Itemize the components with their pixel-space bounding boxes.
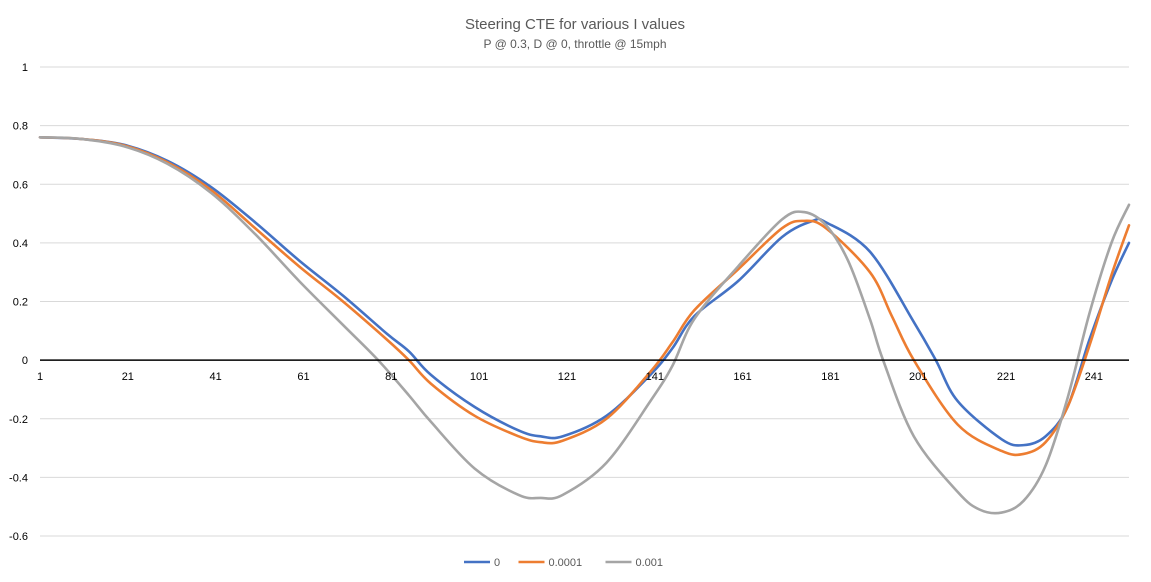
x-tick-label: 161	[733, 371, 751, 383]
y-tick-label: -0.2	[9, 414, 28, 426]
y-tick-label: -0.4	[9, 472, 28, 484]
y-tick-label: 0.4	[13, 238, 28, 250]
y-tick-label: 0.6	[13, 179, 28, 191]
grid-lines	[40, 66, 1129, 537]
series-line-1	[38, 136, 1131, 457]
x-tick-label: 221	[997, 371, 1015, 383]
x-axis-ticks: 1 21 41 61 81 101 121 141 161 181 201 221 241	[37, 371, 1103, 383]
x-tick-label: 41	[210, 371, 222, 383]
y-tick-label: 0	[22, 355, 28, 367]
x-tick-label: 141	[646, 371, 664, 383]
chart-title: Steering CTE for various I values	[465, 16, 685, 33]
legend-label-0: 0	[494, 557, 500, 569]
y-axis-ticks: 1 0.8 0.6 0.4 0.2 0 -0.2 -0.4 -0.6	[9, 62, 28, 543]
series-line-2	[38, 136, 1131, 515]
x-tick-label: 1	[37, 371, 43, 383]
y-tick-label: 1	[22, 62, 28, 74]
series-line-0	[38, 136, 1131, 447]
legend: 0 0.0001 0.001	[464, 557, 663, 569]
y-tick-label: 0.8	[13, 121, 28, 133]
y-tick-label: -0.6	[9, 531, 28, 543]
series-group	[38, 136, 1131, 515]
y-tick-label: 0.2	[13, 297, 28, 309]
legend-label-2: 0.001	[636, 557, 664, 569]
x-tick-label: 121	[558, 371, 576, 383]
x-tick-label: 81	[385, 371, 397, 383]
legend-label-1: 0.0001	[549, 557, 583, 569]
x-tick-label: 241	[1085, 371, 1103, 383]
chart-subtitle: P @ 0.3, D @ 0, throttle @ 15mph	[483, 37, 666, 51]
x-tick-label: 101	[470, 371, 488, 383]
x-tick-label: 181	[821, 371, 839, 383]
x-tick-label: 201	[909, 371, 927, 383]
x-tick-label: 61	[297, 371, 309, 383]
x-tick-label: 21	[122, 371, 134, 383]
